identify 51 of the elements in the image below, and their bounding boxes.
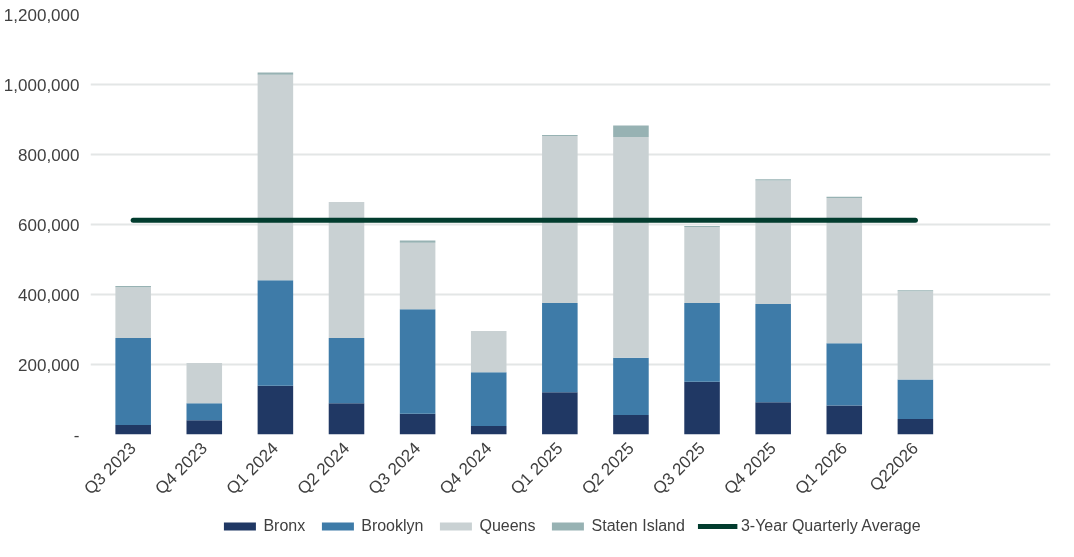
bar: [115, 425, 151, 435]
legend-label: Queens: [479, 517, 536, 535]
y-tick-label: 200,000: [18, 355, 80, 375]
bar: [186, 363, 223, 404]
y-tick-label: 600,000: [18, 215, 80, 235]
legend-label: Bronx: [263, 517, 306, 535]
bar: [257, 74, 294, 281]
bar: [755, 180, 791, 304]
legend-label: 3-Year Quarterly Average: [740, 517, 921, 535]
bar: [542, 135, 578, 303]
bar: [897, 419, 934, 435]
legend-label: Brooklyn: [361, 517, 424, 535]
bar: [897, 379, 934, 420]
bar: [826, 405, 863, 435]
bar: [257, 72, 294, 75]
y-tick-label: 1,000,000: [3, 75, 80, 95]
bar: [470, 372, 507, 427]
bar: [613, 137, 649, 358]
bar: [470, 330, 507, 373]
bar: [328, 202, 365, 338]
y-tick-label: 1,200,000: [3, 5, 80, 25]
bar: [613, 125, 649, 137]
bar: [613, 414, 649, 435]
bar: [684, 302, 720, 382]
bar: [115, 287, 151, 338]
bar: [257, 280, 294, 386]
y-tick-label: 400,000: [18, 285, 80, 305]
legend-label: Staten Island: [591, 517, 685, 535]
bar: [755, 402, 791, 435]
bar: [755, 303, 791, 403]
bar: [328, 403, 365, 435]
bar: [897, 291, 934, 380]
bar: [399, 240, 436, 243]
bar: [684, 226, 720, 303]
bar: [186, 420, 223, 435]
bar: [399, 413, 436, 435]
y-tick-label: 800,000: [18, 145, 80, 165]
bar: [826, 343, 863, 406]
bar: [257, 385, 294, 435]
bar: [399, 309, 436, 414]
bar: [613, 357, 649, 415]
bar: [328, 337, 365, 404]
bar: [470, 426, 507, 435]
y-tick-label: -: [73, 425, 80, 445]
bar: [542, 392, 578, 435]
bar: [186, 403, 223, 421]
bar: [115, 337, 151, 426]
bar: [684, 381, 720, 435]
bar: [826, 197, 863, 344]
bar: [542, 302, 578, 393]
bar: [399, 242, 436, 310]
